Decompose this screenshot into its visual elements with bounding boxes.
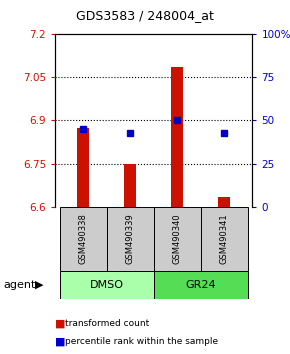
- Text: GSM490340: GSM490340: [173, 213, 182, 264]
- Bar: [107, 207, 154, 271]
- Text: GR24: GR24: [185, 280, 216, 290]
- Bar: [218, 197, 230, 207]
- Text: DMSO: DMSO: [90, 280, 124, 290]
- Text: transformed count: transformed count: [65, 319, 150, 329]
- Text: GSM490341: GSM490341: [220, 213, 229, 264]
- Bar: [201, 207, 248, 271]
- Text: ▶: ▶: [35, 280, 44, 290]
- Bar: [154, 271, 248, 299]
- Bar: [124, 164, 136, 207]
- Bar: [171, 67, 183, 207]
- Bar: [77, 127, 89, 207]
- Text: agent: agent: [3, 280, 35, 290]
- Text: ■: ■: [55, 319, 66, 329]
- Text: percentile rank within the sample: percentile rank within the sample: [65, 337, 218, 346]
- Bar: [60, 271, 154, 299]
- Text: ■: ■: [55, 337, 66, 347]
- Text: GSM490339: GSM490339: [126, 213, 135, 264]
- Text: GSM490338: GSM490338: [79, 213, 88, 264]
- Bar: [154, 207, 201, 271]
- Bar: [60, 207, 107, 271]
- Text: GDS3583 / 248004_at: GDS3583 / 248004_at: [76, 10, 214, 22]
